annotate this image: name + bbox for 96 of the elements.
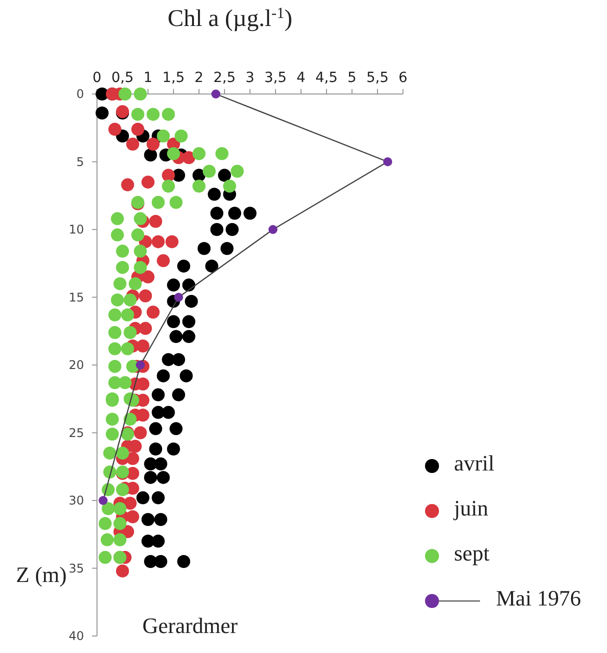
annotation: Gerardmer — [142, 613, 238, 638]
y-tick-label: 30 — [68, 494, 84, 508]
x-tick-label: 5,5 — [366, 70, 389, 86]
point — [108, 122, 122, 136]
point — [154, 457, 168, 470]
x-tick-label: 3 — [246, 70, 254, 86]
x-tick-label: 5 — [348, 70, 356, 86]
point — [124, 496, 137, 510]
point — [152, 491, 165, 504]
point — [134, 426, 147, 440]
point — [182, 330, 196, 344]
point — [142, 176, 154, 189]
point — [162, 406, 175, 419]
point — [142, 270, 154, 284]
point — [198, 242, 211, 255]
point — [126, 138, 140, 151]
point — [220, 242, 234, 255]
x-tick-label: 4 — [296, 70, 306, 86]
point — [162, 168, 175, 182]
point — [228, 206, 242, 220]
point — [121, 178, 134, 192]
x-tick-label: 1 — [144, 70, 152, 86]
point — [149, 422, 162, 436]
point — [182, 315, 196, 328]
point — [205, 260, 218, 273]
legend-label: avril — [454, 450, 494, 476]
point — [98, 496, 108, 505]
point — [131, 122, 144, 136]
point — [165, 235, 178, 248]
x-tick-label: 2 — [194, 70, 204, 86]
point — [218, 168, 231, 182]
point — [138, 322, 152, 335]
point — [152, 235, 165, 248]
point — [210, 223, 224, 236]
point — [146, 138, 160, 151]
x-tick-label: 0 — [92, 70, 102, 86]
point — [182, 278, 196, 292]
point — [167, 442, 180, 456]
point — [142, 512, 154, 526]
point — [144, 148, 158, 162]
point — [96, 106, 109, 120]
point — [182, 151, 196, 164]
point — [177, 260, 190, 273]
y-tick-label: 0 — [76, 87, 84, 102]
y-tick-label: 40 — [68, 629, 84, 644]
x-axis-title: Chl a (µg.l$^{-1}$) — [168, 4, 292, 32]
y-tick-label: 20 — [68, 358, 84, 372]
point — [156, 369, 170, 382]
point — [152, 534, 165, 548]
point — [116, 564, 129, 578]
x-tick-label: 1,5 — [162, 70, 185, 86]
point — [156, 470, 170, 484]
point — [268, 225, 278, 234]
x-tick-label: 2,5 — [213, 70, 236, 86]
point — [174, 292, 184, 302]
point — [244, 206, 256, 220]
point — [172, 388, 186, 402]
x-tick-label: 6 — [398, 70, 408, 86]
point — [136, 491, 150, 504]
point — [211, 90, 220, 98]
y-tick-label: 5 — [76, 154, 84, 169]
point — [167, 315, 180, 328]
legend-label: Mai 1976 — [496, 586, 581, 611]
point — [170, 330, 183, 344]
point — [210, 206, 224, 220]
point — [149, 214, 162, 228]
point — [154, 554, 168, 568]
point — [172, 353, 186, 366]
point — [149, 442, 162, 456]
point — [144, 470, 158, 484]
x-tick-label: 4,5 — [315, 70, 338, 86]
y-axis-title: Z (m) — [16, 562, 67, 587]
point — [126, 452, 140, 465]
point — [177, 554, 190, 568]
point — [180, 369, 193, 382]
point — [208, 188, 221, 201]
point — [146, 306, 160, 319]
point — [167, 278, 180, 292]
y-tick-label: 35 — [68, 561, 84, 576]
legend-label: sept — [454, 540, 490, 566]
point — [170, 422, 183, 436]
point — [138, 289, 152, 302]
x-tick-label: 0,5 — [111, 70, 134, 86]
y-tick-label: 10 — [68, 222, 84, 237]
point — [154, 512, 168, 526]
legend-label: juin — [453, 496, 488, 521]
y-tick-label: 25 — [68, 426, 84, 440]
point — [226, 223, 239, 236]
point — [184, 294, 198, 308]
point — [152, 388, 165, 402]
point — [126, 510, 140, 524]
x-tick-label: 3,5 — [264, 70, 287, 86]
point — [383, 157, 392, 166]
point — [156, 254, 170, 268]
y-tick-label: 15 — [68, 290, 84, 304]
point — [136, 340, 150, 353]
